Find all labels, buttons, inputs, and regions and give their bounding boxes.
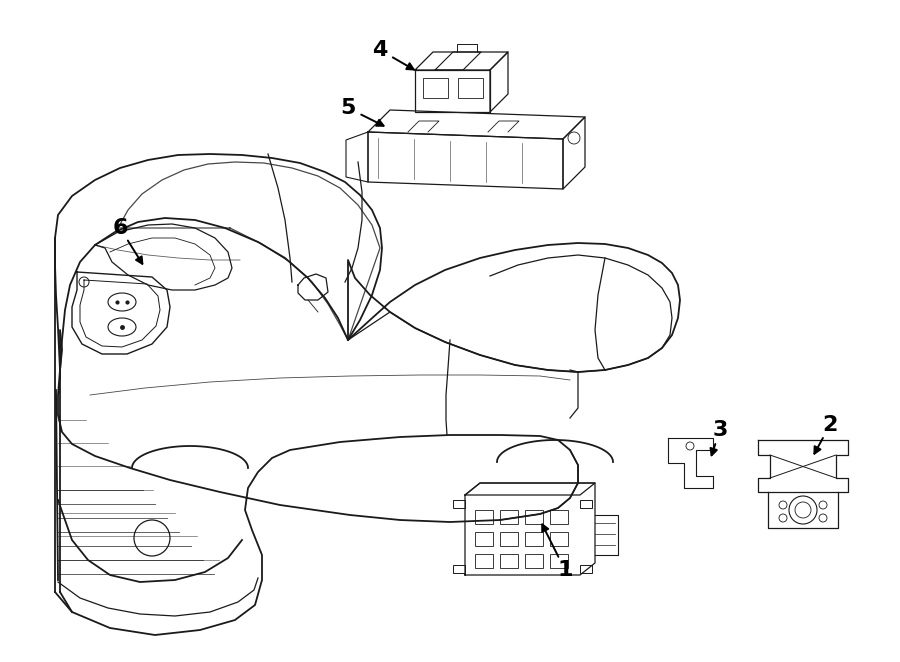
Text: 5: 5 [340,98,356,118]
Text: 2: 2 [823,415,838,435]
Text: 4: 4 [373,40,388,60]
Text: 1: 1 [557,560,572,580]
Text: 6: 6 [112,218,128,238]
Text: 3: 3 [712,420,728,440]
